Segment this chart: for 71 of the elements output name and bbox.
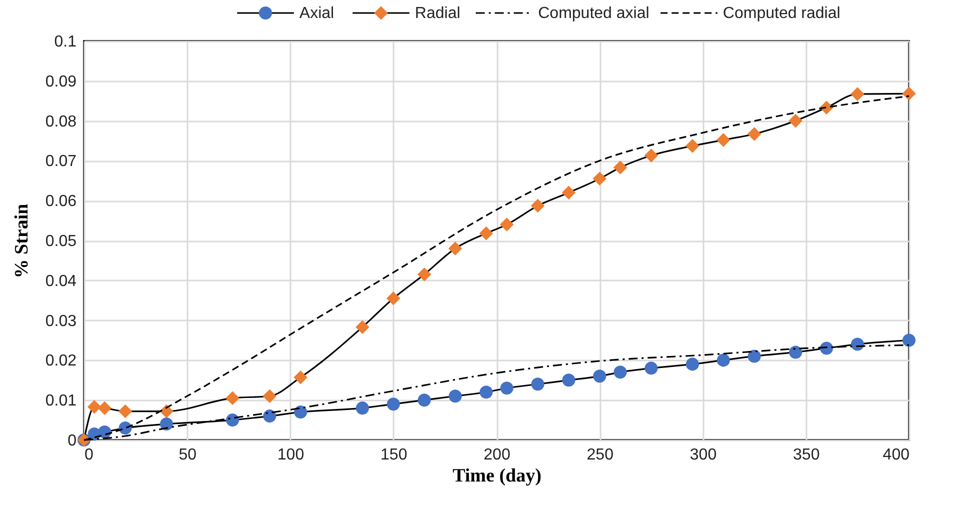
- legend-label: Computed axial: [538, 5, 650, 22]
- point: [902, 334, 916, 347]
- point: [160, 418, 174, 431]
- point: [789, 346, 802, 359]
- point: [902, 86, 916, 101]
- y-tick-label: 0.03: [45, 312, 77, 330]
- y-tick-label: 0.06: [45, 193, 77, 210]
- point: [530, 198, 545, 213]
- x-tick-label: 250: [586, 446, 614, 464]
- point: [686, 139, 700, 153]
- point: [850, 338, 864, 351]
- point: [356, 320, 370, 334]
- y-tick-label: 0.1: [54, 34, 77, 50]
- point: [788, 114, 802, 128]
- y-tick-label: 0.07: [45, 153, 77, 170]
- point: [294, 406, 308, 419]
- y-tick-label: 0.05: [45, 233, 77, 250]
- point: [531, 378, 544, 391]
- point: [118, 404, 132, 418]
- point: [87, 400, 102, 414]
- point: [356, 402, 369, 415]
- point: [592, 172, 607, 186]
- y-tick-label: 0.09: [45, 73, 77, 90]
- point: [850, 87, 864, 101]
- point: [686, 358, 699, 371]
- point: [613, 160, 628, 174]
- point: [417, 268, 432, 282]
- y-tick-label: 0.01: [45, 392, 77, 410]
- point: [262, 389, 277, 403]
- legend-label: Axial: [299, 5, 334, 22]
- y-axis-title: % Strain: [11, 203, 32, 278]
- point: [294, 370, 308, 384]
- point: [500, 382, 514, 395]
- point: [418, 394, 431, 407]
- legend-label: Computed radial: [722, 5, 840, 22]
- x-tick-label: 200: [484, 446, 510, 464]
- point: [748, 350, 761, 363]
- point: [480, 386, 493, 399]
- point: [386, 291, 400, 306]
- point: [562, 186, 576, 200]
- point: [226, 391, 240, 405]
- point: [716, 354, 730, 367]
- x-tick-label: 150: [380, 446, 408, 464]
- point: [98, 401, 112, 415]
- point: [160, 404, 174, 418]
- legend-label: Radial: [414, 5, 460, 22]
- x-tick-label: 100: [277, 446, 304, 464]
- x-tick-label: 50: [178, 446, 197, 464]
- point: [386, 398, 400, 411]
- point: [593, 370, 606, 383]
- y-tick-label: 0: [68, 432, 77, 450]
- point: [500, 218, 514, 232]
- point: [614, 366, 627, 379]
- point: [716, 133, 730, 147]
- x-axis-title: Time (day): [452, 466, 542, 486]
- point: [263, 410, 276, 423]
- point: [644, 362, 658, 375]
- point: [747, 127, 762, 141]
- x-tick-label: 0: [84, 446, 94, 464]
- point: [644, 148, 658, 162]
- x-tick-label: 350: [793, 446, 820, 464]
- y-tick-label: 0.08: [45, 113, 77, 130]
- y-tick-label: 0.04: [45, 272, 77, 290]
- y-tick-label: 0.02: [45, 352, 77, 370]
- x-tick-label: 300: [690, 446, 717, 464]
- point: [448, 242, 462, 256]
- point: [226, 414, 240, 427]
- point: [479, 226, 494, 240]
- x-tick-label: 400: [882, 446, 910, 464]
- point: [448, 390, 462, 403]
- point: [562, 374, 576, 387]
